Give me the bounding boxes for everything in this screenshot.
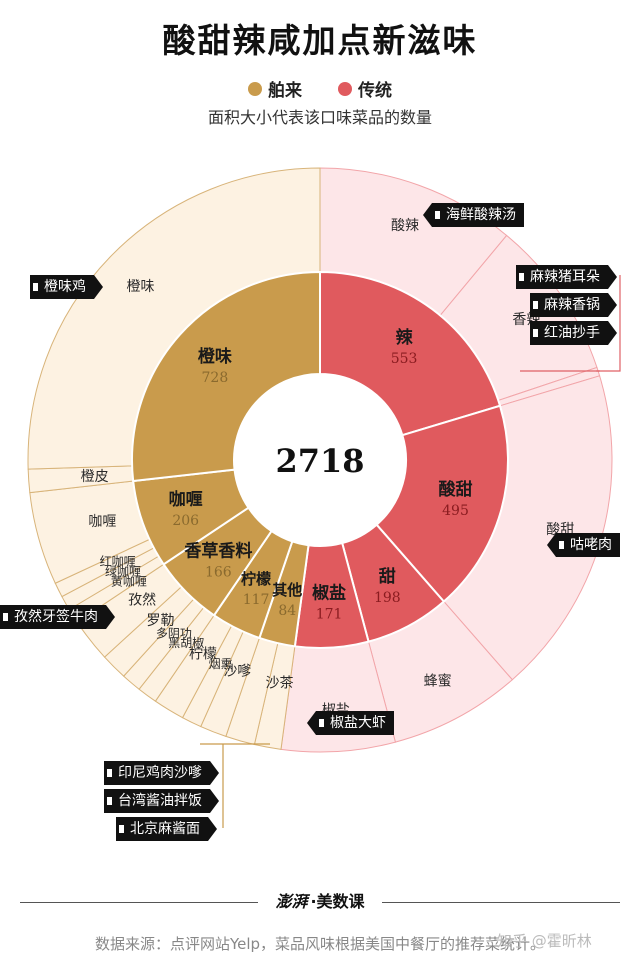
outer-label-9: 烟熏	[209, 657, 233, 671]
watermark: 知乎 @霍昕林	[497, 932, 592, 950]
outer-label-17: 红咖喱	[100, 554, 136, 569]
callout-beijing: 北京麻酱面	[116, 817, 217, 841]
outer-label-6: 沙茶	[265, 675, 293, 691]
legend-dot-traditional-icon	[338, 81, 352, 96]
inner-value-5: 117	[243, 592, 270, 608]
inner-ring	[131, 270, 509, 649]
inner-label-6: 香草香料	[184, 541, 252, 562]
inner-label-8: 橙味	[198, 346, 232, 367]
callout-ziranniurou: 孜然牙签牛肉	[0, 605, 115, 629]
outer-label-11: 黑胡椒	[168, 636, 204, 650]
legend-item-traditional: 传统	[338, 76, 392, 101]
inner-label-0: 辣	[396, 327, 414, 348]
outer-label-0: 酸辣	[391, 218, 419, 234]
legend-label-foreign: 舶来	[268, 81, 302, 101]
outer-label-20: 橙味	[126, 279, 154, 295]
inner-value-4: 84	[278, 603, 296, 619]
callout-chaoshou: 红油抄手	[530, 321, 617, 345]
inner-value-1: 495	[442, 503, 469, 519]
chart-title: 酸甜辣咸加点新滋味	[162, 21, 478, 60]
inner-value-2: 198	[374, 590, 401, 606]
outer-label-19: 橙皮	[81, 469, 109, 485]
total-value: 2718	[275, 442, 364, 480]
sunburst-chart: 2718 辣 553 酸甜 495 甜 198 椒盐 171 其他 84 柠檬 117 香草香料 166 咖喱…	[27, 167, 621, 828]
callout-zhuerduo: 麻辣猪耳朵	[516, 265, 617, 289]
callout-chengweiji: 橙味鸡	[30, 275, 103, 299]
outer-label-4: 蜂蜜	[424, 674, 452, 690]
callout-xiangguo: 麻辣香锅	[530, 293, 617, 317]
inner-label-2: 甜	[379, 566, 396, 587]
callout-jiaoyandaxia: 椒盐大虾	[307, 711, 394, 735]
legend: 舶来 传统	[0, 76, 640, 101]
inner-value-8: 728	[202, 370, 229, 386]
leader-lines	[200, 275, 621, 828]
callout-yinni: 印尼鸡肉沙嗲	[104, 761, 219, 785]
callout-taiwan: 台湾酱油拌饭	[104, 789, 219, 813]
inner-label-1: 酸甜	[439, 479, 473, 500]
inner-value-0: 553	[391, 351, 418, 367]
outer-label-13: 罗勒	[146, 613, 174, 629]
outer-label-8: 沙嗲	[223, 663, 251, 679]
inner-slice-1	[375, 404, 509, 603]
data-source: 数据来源：点评网站Yelp，菜品风味根据美国中餐厅的推荐菜统计。	[94, 935, 546, 953]
brand-separator: ·	[310, 892, 317, 911]
inner-slice-0	[319, 270, 502, 437]
inner-slice-8	[131, 270, 321, 483]
callout-gulurou: 咕咾肉	[547, 533, 620, 557]
chart-subtitle: 面积大小代表该口味菜品的数量	[207, 108, 432, 127]
inner-label-4: 其他	[272, 581, 302, 599]
callout-haixian: 海鲜酸辣汤	[423, 203, 524, 227]
inner-value-6: 166	[205, 565, 232, 581]
center-hole	[236, 376, 404, 544]
brand-mark: 澎湃	[275, 892, 308, 911]
brand-name: 美数课	[316, 892, 365, 911]
outer-label-16: 绿咖喱	[105, 564, 141, 579]
outer-label-14: 孜然	[128, 591, 156, 608]
outer-label-18: 咖喱	[88, 514, 116, 530]
inner-value-7: 206	[172, 513, 199, 529]
outer-ring	[27, 167, 613, 753]
outer-label-12: 多阴功	[156, 626, 192, 640]
inner-label-7: 咖喱	[169, 489, 203, 510]
outer-label-10: 柠檬	[189, 646, 217, 662]
legend-item-foreign: 舶来	[248, 76, 302, 101]
outer-label-15: 黄咖喱	[111, 574, 147, 589]
legend-label-traditional: 传统	[358, 81, 392, 101]
inner-value-3: 171	[316, 607, 343, 623]
leader-line-la	[596, 275, 621, 372]
legend-dot-foreign-icon	[248, 81, 262, 96]
inner-label-3: 椒盐	[312, 583, 346, 604]
inner-label-5: 柠檬	[241, 570, 271, 588]
brand-logo: 澎湃 ·美数课	[258, 887, 382, 917]
